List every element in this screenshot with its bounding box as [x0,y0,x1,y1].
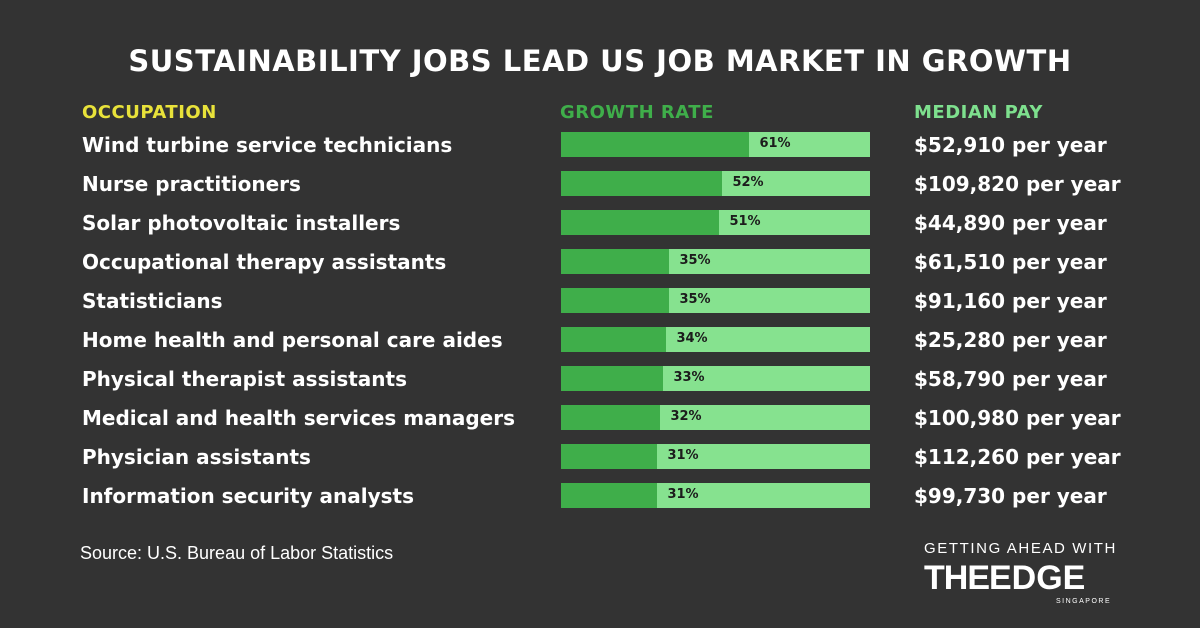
median-pay-value: $100,980 per year [914,406,1121,430]
table-row: Information security analysts 31% $99,730 … [0,476,1200,515]
chart-title: SUSTAINABILITY JOBS LEAD US JOB MARKET I… [128,44,1072,78]
growth-value-label: 34% [676,331,708,346]
median-pay-value: $112,260 per year [914,445,1121,469]
brand-tagline: GETTING AHEAD WITH [924,540,1117,557]
occupation-label: Physical therapist assistants [82,367,408,391]
growth-value-label: 52% [732,175,764,190]
growth-bar [561,210,719,235]
growth-bar [561,366,663,391]
table-row: Home health and personal care aides 34% $2… [0,320,1200,359]
table-row: Nurse practitioners 52% $109,820 per year [0,164,1200,203]
growth-bar [561,405,660,430]
occupation-label: Wind turbine service technicians [82,133,453,157]
occupation-label: Nurse practitioners [82,172,301,196]
growth-bar [561,288,669,313]
growth-value-label: 32% [670,409,702,424]
growth-bar-track: 51% [561,210,870,235]
growth-bar-track: 31% [561,483,870,508]
median-pay-value: $52,910 per year [914,133,1107,157]
occupation-label: Information security analysts [82,484,415,508]
brand-wordmark: THEEDGE [924,559,1086,597]
table-row: Physical therapist assistants 33% $58,790 … [0,359,1200,398]
occupation-label: Statisticians [82,289,223,313]
growth-bar [561,171,722,196]
source-note: Source: U.S. Bureau of Labor Statistics [80,543,394,563]
chart-rows: Wind turbine service technicians 61% $52,9… [0,125,1200,515]
growth-bar [561,444,657,469]
median-pay-value: $109,820 per year [914,172,1121,196]
growth-bar-track: 61% [561,132,870,157]
growth-value-label: 35% [679,253,711,268]
table-row: Statisticians 35% $91,160 per year [0,281,1200,320]
occupation-label: Occupational therapy assistants [82,250,447,274]
occupation-header: OCCUPATION [82,102,217,123]
median-pay-value: $61,510 per year [914,250,1107,274]
median-pay-header: MEDIAN PAY [914,102,1043,123]
table-row: Wind turbine service technicians 61% $52,9… [0,125,1200,164]
growth-bar-track: 52% [561,171,870,196]
growth-value-label: 31% [667,448,699,463]
growth-bar-track: 35% [561,249,870,274]
median-pay-value: $91,160 per year [914,289,1107,313]
growth-value-label: 61% [759,136,791,151]
median-pay-value: $99,730 per year [914,484,1107,508]
growth-bar [561,132,749,157]
growth-rate-header: GROWTH RATE [560,102,714,123]
median-pay-value: $44,890 per year [914,211,1107,235]
growth-value-label: 51% [729,214,761,229]
growth-value-label: 35% [679,292,711,307]
occupation-label: Physician assistants [82,445,311,469]
table-row: Medical and health services managers 32% $… [0,398,1200,437]
growth-bar-track: 33% [561,366,870,391]
growth-bar-track: 31% [561,444,870,469]
growth-bar-track: 32% [561,405,870,430]
growth-value-label: 31% [667,487,699,502]
occupation-label: Home health and personal care aides [82,328,503,352]
growth-bar [561,327,666,352]
occupation-label: Solar photovoltaic installers [82,211,401,235]
table-row: Occupational therapy assistants 35% $61,51… [0,242,1200,281]
table-row: Physician assistants 31% $112,260 per year [0,437,1200,476]
brand-logo: GETTING AHEAD WITH THEEDGE SINGAPORE [924,540,1124,605]
median-pay-value: $58,790 per year [914,367,1107,391]
growth-value-label: 33% [673,370,705,385]
growth-bar [561,249,669,274]
occupation-label: Medical and health services managers [82,406,515,430]
growth-bar-track: 35% [561,288,870,313]
brand-sub: SINGAPORE [1056,598,1112,605]
growth-bar-track: 34% [561,327,870,352]
median-pay-value: $25,280 per year [914,328,1107,352]
growth-bar [561,483,657,508]
table-row: Solar photovoltaic installers 51% $44,890 … [0,203,1200,242]
